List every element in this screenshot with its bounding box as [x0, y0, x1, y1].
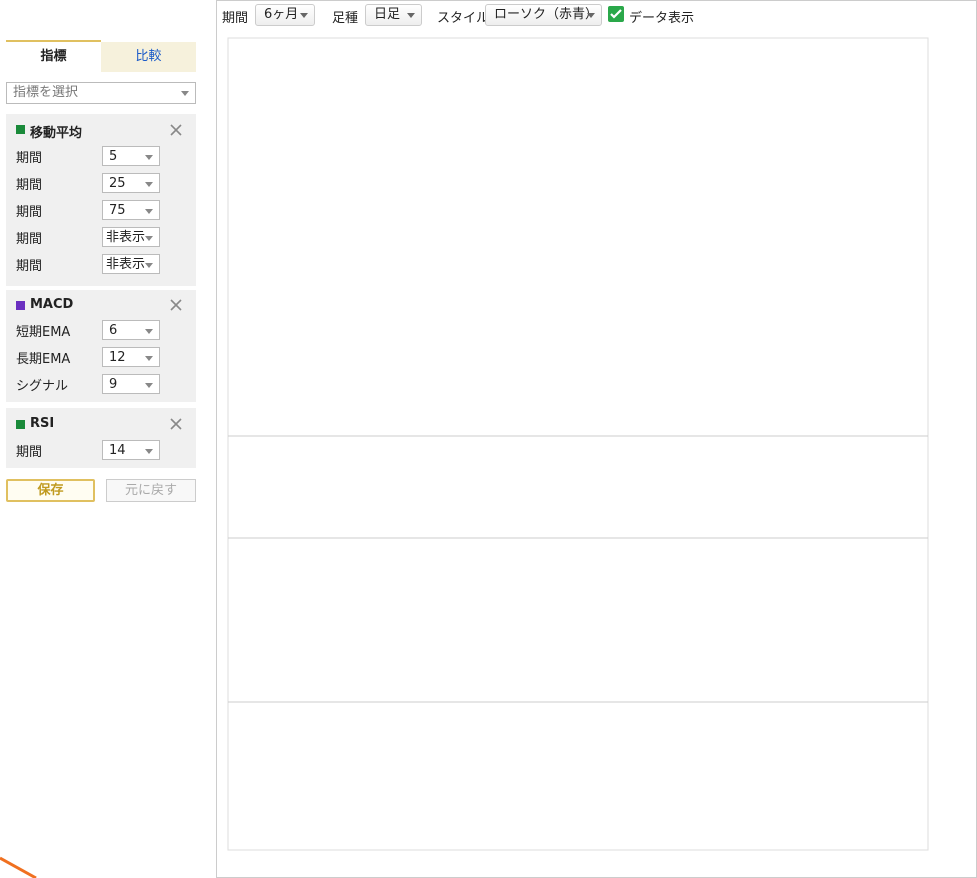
period-label: 期間	[222, 7, 248, 26]
param-select[interactable]: 14	[102, 440, 160, 460]
data-checkbox[interactable]	[608, 6, 624, 22]
macd-title: MACD	[30, 297, 73, 312]
plot-area	[228, 38, 928, 850]
param-select[interactable]: 5	[102, 146, 160, 166]
param-select[interactable]: 75	[102, 200, 160, 220]
macd-section: MACD 短期EMA 6 長期EMA 12 シグナル 9	[6, 290, 196, 402]
param-label: 期間	[16, 201, 42, 220]
ma-color	[16, 125, 25, 134]
close-icon[interactable]	[170, 418, 182, 430]
param-label: 期間	[16, 255, 42, 274]
rsi-section: RSI 期間 14	[6, 408, 196, 468]
param-select[interactable]: 非表示	[102, 254, 160, 274]
ma-title: 移動平均	[30, 122, 82, 141]
param-label: 期間	[16, 228, 42, 247]
style-label: スタイル	[437, 7, 489, 26]
data-display-label[interactable]: データ表示	[629, 7, 694, 26]
style-select[interactable]: ローソク（赤青）	[485, 4, 602, 26]
param-label: 短期EMA	[16, 321, 70, 340]
param-label: シグナル	[16, 375, 68, 394]
tab-indicator[interactable]: 指標	[6, 40, 101, 73]
macd-color	[16, 301, 25, 310]
param-select[interactable]: 12	[102, 347, 160, 367]
decoration-line	[0, 858, 36, 878]
period-select[interactable]: 6ヶ月	[255, 4, 315, 26]
param-select[interactable]: 9	[102, 374, 160, 394]
kind-label: 足種	[332, 7, 358, 26]
ma-section: 移動平均 期間 5 期間 25 期間 75 期間 非表示 期間 非表示	[6, 114, 196, 286]
close-icon[interactable]	[170, 299, 182, 311]
param-label: 期間	[16, 147, 42, 166]
param-label: 期間	[16, 441, 42, 460]
tab-compare[interactable]: 比較	[101, 42, 196, 72]
kind-select[interactable]: 日足	[365, 4, 422, 26]
param-select[interactable]: 非表示	[102, 227, 160, 247]
param-label: 期間	[16, 174, 42, 193]
rsi-title: RSI	[30, 416, 54, 431]
close-icon[interactable]	[170, 124, 182, 136]
reset-button[interactable]: 元に戻す	[106, 479, 196, 502]
rsi-color	[16, 420, 25, 429]
save-button[interactable]: 保存	[6, 479, 95, 502]
indicator-select[interactable]: 指標を選択	[6, 82, 196, 104]
param-select[interactable]: 25	[102, 173, 160, 193]
param-label: 長期EMA	[16, 348, 70, 367]
param-select[interactable]: 6	[102, 320, 160, 340]
